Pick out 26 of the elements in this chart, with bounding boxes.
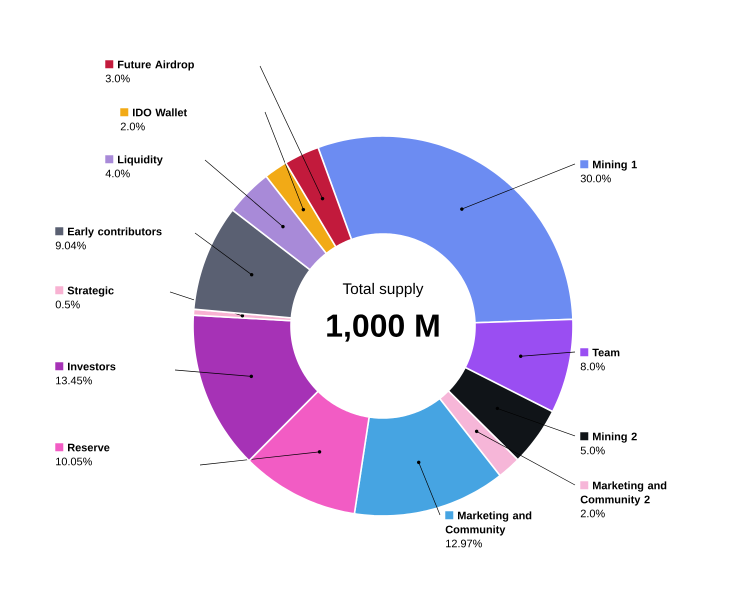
data-label: 8.0%: [580, 362, 605, 370]
data-label: 2.0%: [580, 510, 605, 518]
text: Total supply: [342, 282, 424, 298]
legend-label: Marketing and Community: [446, 511, 532, 536]
data-label: 9.04%: [56, 242, 86, 250]
legend-label: Marketing and Community 2: [580, 481, 666, 506]
legend-label: Mining 1: [593, 160, 637, 171]
data-label: 4.0%: [106, 170, 130, 178]
legend-label: Team: [592, 348, 620, 356]
data-label: 0.5%: [56, 300, 80, 308]
text: 1,000 M: [327, 314, 439, 342]
legend-label: Reserve: [68, 444, 110, 452]
data-label: 12.97%: [446, 540, 482, 548]
data-label: 13.45%: [56, 376, 92, 384]
legend-label: Investors: [68, 362, 116, 370]
data-label: 5.0%: [580, 446, 605, 454]
legend-label: Future Airdrop: [118, 60, 194, 71]
legend-label: IDO Wallet: [133, 108, 188, 116]
data-label: 10.05%: [56, 458, 92, 466]
legend-label: Strategic: [68, 286, 114, 297]
data-label: 2.0%: [120, 122, 145, 130]
data-label: 3.0%: [106, 74, 130, 82]
data-label: 30.0%: [580, 174, 611, 182]
legend-label: Mining 2: [593, 432, 637, 443]
legend-label: Liquidity: [118, 155, 163, 166]
legend-label: Early contributors: [68, 227, 162, 238]
